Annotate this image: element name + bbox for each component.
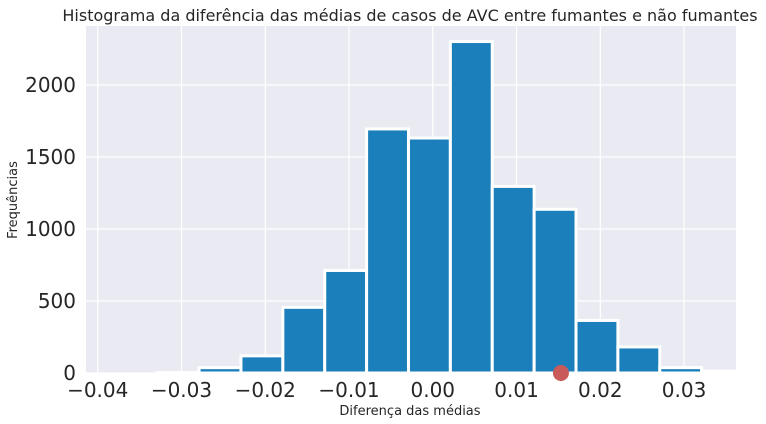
histogram-bar: [658, 366, 704, 375]
chart-title: Histograma da diferência das médias de c…: [62, 6, 757, 25]
x-tick-labels: −0.04 −0.03 −0.02 −0.01 0.00 0.01 0.02 0.03: [67, 378, 706, 402]
histogram-bar: [239, 354, 285, 375]
histogram-bar: [490, 184, 536, 375]
histogram-bar: [406, 136, 452, 375]
y-tick-labels: 0 500 1000 1500 2000: [25, 73, 76, 385]
y-tick-label: 0: [63, 361, 76, 385]
x-tick-label: 0.02: [578, 378, 623, 402]
histogram-bar: [574, 318, 620, 375]
x-tick-label: −0.03: [151, 378, 212, 402]
histogram-bar: [532, 207, 578, 375]
histogram-bar: [323, 268, 369, 375]
x-tick-label: 0.03: [662, 378, 707, 402]
y-axis-label: Frequências: [6, 161, 21, 239]
x-tick-label: 0.00: [411, 378, 456, 402]
x-tick-label: −0.04: [67, 378, 128, 402]
x-tick-label: −0.02: [235, 378, 296, 402]
histogram-bar: [700, 369, 746, 375]
histogram-bar: [616, 345, 662, 375]
observed-difference-marker: [552, 365, 569, 381]
x-tick-label: −0.01: [318, 378, 379, 402]
histogram-bar: [365, 127, 410, 375]
y-tick-label: 2000: [25, 73, 76, 97]
marker-layer: [552, 365, 569, 381]
histogram-bar: [448, 40, 494, 375]
y-tick-label: 500: [38, 289, 76, 313]
histogram-bars: [155, 40, 746, 375]
y-tick-label: 1000: [25, 217, 76, 241]
x-tick-label: 0.01: [494, 378, 539, 402]
x-axis-label: Diferença das médias: [339, 404, 480, 419]
histogram-bar: [281, 305, 327, 375]
y-tick-label: 1500: [25, 145, 76, 169]
histogram-bar: [197, 366, 243, 375]
